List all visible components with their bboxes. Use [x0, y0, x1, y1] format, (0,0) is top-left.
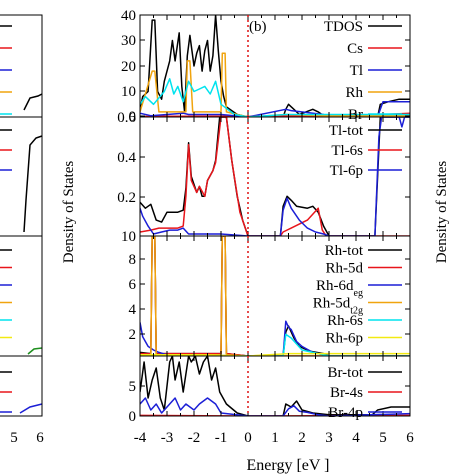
legend-label: Br-4p — [328, 405, 363, 421]
panel-2-legend: Tl-tot Tl-6s Tl-6p — [329, 123, 402, 179]
legend-label: Tl — [350, 63, 363, 79]
legend-label: Cs — [347, 41, 363, 57]
y-tick-label: 10 — [121, 84, 136, 100]
x-axis-label: Energy [eV ] — [247, 457, 330, 474]
series-tdos — [140, 15, 410, 117]
y-tick-label: 0 — [129, 109, 137, 125]
panel-4: 5 0 Br-tot Br-4s Br-4p — [129, 355, 411, 425]
x-tick-label: -1 — [215, 430, 228, 446]
left-frames — [0, 14, 43, 417]
left-x-tick-6: 6 — [36, 430, 44, 446]
legend-label: Rh-5d — [326, 261, 364, 277]
legend-label: Rh-6s — [327, 313, 363, 329]
legend-label: Tl-tot — [329, 123, 364, 139]
series-tl — [140, 100, 410, 117]
y-tick-label: 5 — [129, 379, 137, 395]
left-legend-lines — [0, 25, 12, 413]
panel-1: 0 10 20 30 40 TDOS Cs Tl Rh Br — [121, 8, 411, 125]
x-tick-label: 5 — [379, 430, 387, 446]
left-curves — [19, 93, 43, 414]
series-tl-6p — [140, 117, 410, 236]
x-tick-label: 4 — [352, 430, 360, 446]
legend-label: Rh-tot — [325, 243, 364, 259]
x-tick-label: -3 — [161, 430, 174, 446]
panel-4-frame — [139, 355, 411, 417]
y-tick-label: 0.2 — [117, 190, 136, 206]
y-axis-label: Density of States — [61, 161, 77, 264]
panel-3-curves — [140, 236, 410, 356]
x-tick-label: 0 — [244, 430, 252, 446]
series-tl-6s — [140, 117, 410, 236]
legend-label: Tl-6p — [330, 163, 363, 179]
x-tick-label: -2 — [188, 430, 201, 446]
legend-label: TDOS — [324, 19, 363, 35]
main-panels: 010203040TDOSCsTlRhBr0.60.40.2Tl-totTl-6… — [117, 8, 414, 446]
legend-label: Tl-6s — [331, 143, 363, 159]
series-rh-6s — [140, 333, 410, 356]
y-tick-label: 20 — [121, 59, 136, 75]
y-axis-label-right: Density of States — [434, 161, 450, 264]
x-tick-label: 3 — [325, 430, 333, 446]
y-tick-label: 6 — [129, 277, 137, 293]
y-tick-label: 4 — [129, 302, 137, 318]
panel-2-frame — [139, 116, 411, 237]
y-tick-label: 0.4 — [117, 150, 136, 166]
legend-label: Br-4s — [330, 385, 363, 401]
y-tick-label: 40 — [121, 8, 136, 24]
y-tick-label: 0 — [129, 409, 137, 425]
series-tl-tot — [140, 117, 410, 236]
legend-label: Br — [348, 107, 363, 123]
panel-4-curves — [140, 356, 410, 416]
panel-4-legend: Br-tot Br-4s Br-4p — [327, 365, 402, 421]
y-tick-label: 0.6 — [117, 110, 136, 126]
y-tick-label: 10 — [121, 229, 136, 245]
panel-1-curves — [140, 15, 410, 117]
x-tick-label: 1 — [271, 430, 279, 446]
x-tick-label: 6 — [406, 430, 414, 446]
panel-1-legend: TDOS Cs Tl Rh Br — [324, 19, 402, 123]
x-tick-label: 2 — [298, 430, 306, 446]
y-tick-label: 2 — [129, 327, 137, 343]
y-tick-label: 8 — [129, 252, 137, 268]
series-br-tot — [140, 356, 410, 416]
series-rh-6deg — [140, 320, 410, 356]
x-tick-label: -4 — [134, 430, 147, 446]
left-cropped-panel: 5 6 — [0, 14, 44, 446]
panel-2: 0.6 0.4 0.2 Tl-tot Tl-6s Tl-6p — [117, 110, 411, 237]
legend-label: Rh-6deg — [316, 278, 363, 299]
legend-label: Rh-6p — [326, 331, 364, 347]
y-tick-label: 30 — [121, 33, 136, 49]
panel-tag: (b) — [249, 19, 267, 35]
legend-label: Br-tot — [327, 365, 363, 381]
legend-label: Rh — [345, 85, 363, 101]
left-x-tick-5: 5 — [10, 430, 18, 446]
panel-2-curves — [140, 117, 410, 236]
panel-3: 108642Rh-totRh-5dRh-6degRh-5dt2gRh-6sRh-… — [121, 229, 411, 357]
